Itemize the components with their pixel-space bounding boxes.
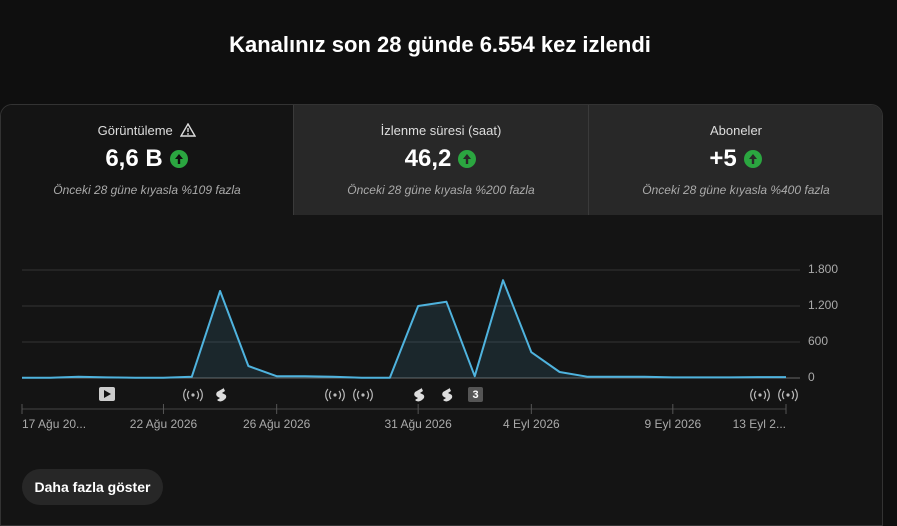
metric-label-text: Görüntüleme (97, 123, 173, 138)
y-tick-label: 1.800 (808, 262, 838, 276)
area (22, 280, 786, 378)
y-tick-label: 600 (808, 334, 828, 348)
up-icon (169, 150, 188, 168)
x-tick-label: 13 Eyl 2... (733, 417, 786, 431)
page: Kanalınız son 28 günde 6.554 kez izlendi… (0, 32, 883, 526)
metric-value-text: 6,6 B (105, 145, 163, 172)
event-icon[interactable] (183, 388, 203, 402)
page-title: Kanalınız son 28 günde 6.554 kez izlendi (229, 32, 651, 57)
y-tick-label: 1.200 (808, 298, 838, 312)
event-badge-text: 3 (472, 389, 478, 401)
event-icon[interactable] (325, 388, 345, 402)
metric-tab[interactable]: İzlenme süresi (saat) 46,2 Önceki 28 gün… (293, 105, 588, 215)
metrics-panel: Görüntüleme 6,6 B Önceki 28 güne kıyasla… (0, 104, 883, 526)
event-icon[interactable] (750, 388, 770, 402)
event-icon[interactable] (778, 388, 798, 402)
metric-tab[interactable]: Aboneler +5 Önceki 28 güne kıyasla %400 … (588, 105, 882, 215)
event-icon[interactable] (353, 388, 373, 402)
event-icon[interactable] (442, 387, 453, 402)
metric-label: Görüntüleme (1, 122, 293, 139)
metric-value-text: +5 (709, 145, 737, 172)
metric-value: +5 (589, 145, 882, 173)
event-icon[interactable] (99, 387, 115, 401)
up-icon (743, 150, 762, 168)
metric-label: Aboneler (709, 123, 763, 138)
line (22, 279, 786, 379)
metric-value: 6,6 B (1, 145, 293, 173)
y-tick-label: 0 (808, 370, 815, 384)
up-icon (458, 150, 477, 168)
metric-value: 46,2 (294, 145, 588, 173)
x-tick-label: 22 Ağu 2026 (130, 417, 198, 431)
show-more-button[interactable]: Daha fazla göster (22, 469, 163, 505)
metric-label: İzlenme süresi (saat) (380, 123, 502, 138)
x-tick-label: 17 Ağu 20... (22, 417, 86, 431)
x-tick-label: 31 Ağu 2026 (384, 417, 452, 431)
x-tick-label: 9 Eyl 2026 (644, 417, 701, 431)
warning-icon (180, 122, 197, 137)
x-tick-label: 26 Ağu 2026 (243, 417, 311, 431)
event-badge[interactable] (468, 387, 483, 402)
event-icon[interactable] (216, 387, 227, 402)
x-tick-label: 4 Eyl 2026 (503, 417, 560, 431)
metric-value-text: 46,2 (404, 145, 452, 172)
metric-note: Önceki 28 güne kıyasla %400 fazla (642, 183, 830, 197)
chart: 3 0 600 1.200 1.800 17 Ağu 20... 22 Ağu 2026 2… (21, 262, 838, 431)
event-icon[interactable] (414, 387, 425, 402)
metric-note: Önceki 28 güne kıyasla %200 fazla (347, 183, 535, 197)
metric-tab[interactable]: Görüntüleme 6,6 B Önceki 28 güne kıyasla… (1, 105, 293, 215)
metric-note: Önceki 28 güne kıyasla %109 fazla (53, 183, 241, 197)
